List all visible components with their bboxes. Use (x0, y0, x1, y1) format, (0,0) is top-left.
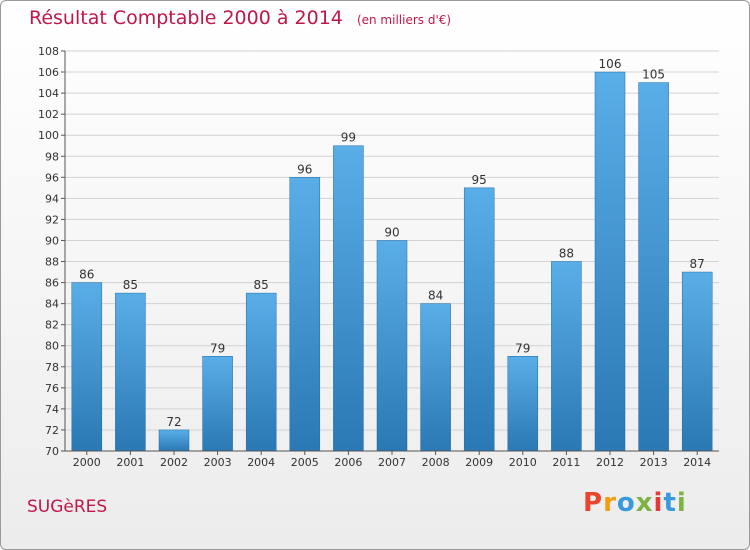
data-label: 105 (642, 68, 665, 82)
bar (681, 271, 713, 452)
logo-letter: t (663, 488, 677, 518)
x-tick-label: 2004 (247, 456, 275, 469)
x-tick-label: 2006 (334, 456, 362, 469)
x-tick-label: 2002 (160, 456, 188, 469)
commune-name: SUGèRES (27, 497, 108, 517)
logo-letter: P (583, 488, 604, 518)
y-tick-label: 80 (45, 340, 59, 353)
title-unit: (en milliers d'€) (356, 13, 452, 27)
y-tick-label: 88 (45, 256, 59, 269)
bars: 86 85 72 79 85 96 99 90 84 95 79 88 106 105 87 (71, 57, 713, 452)
bar (158, 429, 190, 452)
y-tick-label: 102 (38, 108, 59, 121)
bar (289, 177, 321, 452)
data-label: 99 (341, 131, 356, 145)
data-label: 85 (123, 278, 138, 292)
x-tick-label: 2011 (552, 456, 580, 469)
y-tick-label: 106 (38, 66, 59, 79)
data-label: 90 (384, 225, 399, 239)
data-label: 72 (166, 415, 181, 429)
data-label: 79 (210, 341, 225, 355)
logo-letter: r (603, 488, 617, 518)
y-tick-label: 92 (45, 213, 59, 226)
data-label: 86 (79, 268, 94, 282)
data-label: 88 (559, 247, 574, 261)
bar (507, 356, 539, 452)
data-label: 96 (297, 162, 312, 176)
data-label: 106 (599, 57, 622, 71)
logo-letter: o (616, 488, 636, 518)
y-tick-label: 94 (45, 192, 59, 205)
data-label: 87 (690, 257, 705, 271)
y-tick-label: 98 (45, 150, 59, 163)
x-tick-label: 2010 (509, 456, 537, 469)
y-tick-label: 74 (45, 403, 59, 416)
bar (71, 282, 103, 452)
x-tick-label: 2003 (204, 456, 232, 469)
logo-letter: i (676, 488, 687, 518)
bar (202, 356, 233, 452)
axes: 70 72 74 76 78 80 82 84 86 88 90 92 94 96 98 100 102 104 1… (38, 45, 719, 469)
x-tick-label: 2009 (465, 456, 493, 469)
bar (420, 303, 451, 452)
y-tick-label: 100 (38, 129, 59, 142)
chart-title: Résultat Comptable 2000 à 2014 (en milli… (29, 7, 451, 29)
logo-letter: x (635, 488, 654, 518)
y-tick-label: 90 (45, 234, 59, 247)
data-label: 79 (515, 341, 530, 355)
x-tick-label: 2001 (116, 456, 144, 469)
bar (376, 240, 408, 452)
data-label: 84 (428, 289, 443, 303)
data-label: 85 (254, 278, 269, 292)
bar (115, 292, 146, 452)
x-tick-label: 2008 (422, 456, 450, 469)
bar (463, 187, 495, 452)
bar (245, 292, 277, 452)
bar (333, 145, 364, 452)
logo-letter: i (653, 488, 664, 518)
data-label: 95 (472, 173, 487, 187)
y-tick-label: 78 (45, 361, 59, 374)
bar (594, 71, 626, 452)
bar (551, 261, 582, 452)
title-text: Résultat Comptable 2000 à 2014 (29, 7, 343, 29)
y-tick-label: 70 (45, 445, 59, 458)
bar (638, 82, 669, 452)
y-tick-label: 108 (38, 45, 59, 58)
x-tick-label: 2014 (683, 456, 711, 469)
x-tick-label: 2007 (378, 456, 406, 469)
y-tick-label: 76 (45, 382, 59, 395)
x-tick-label: 2000 (73, 456, 101, 469)
y-tick-label: 72 (45, 424, 59, 437)
x-tick-label: 2013 (640, 456, 668, 469)
x-tick-label: 2005 (291, 456, 319, 469)
y-tick-label: 86 (45, 277, 59, 290)
y-tick-label: 84 (45, 298, 59, 311)
proxiti-logo: Proxiti (583, 488, 687, 518)
y-tick-label: 96 (45, 171, 59, 184)
y-tick-label: 82 (45, 319, 59, 332)
y-tick-label: 104 (38, 87, 59, 100)
x-tick-label: 2012 (596, 456, 624, 469)
